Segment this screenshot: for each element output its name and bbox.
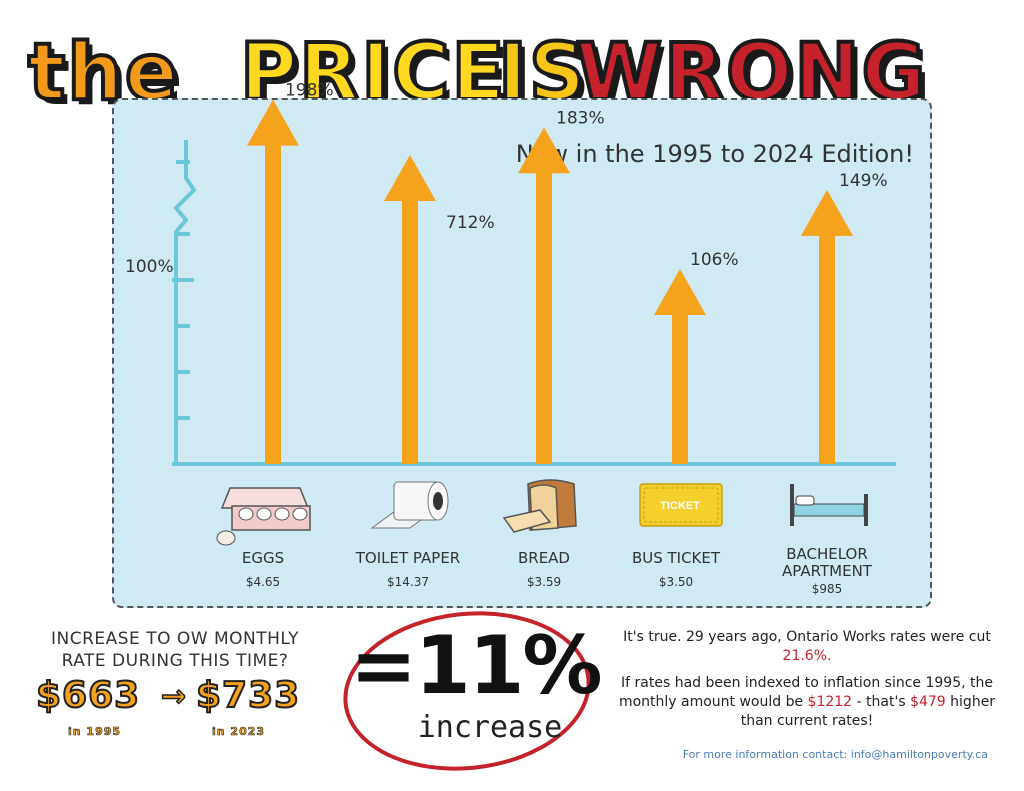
category-label-2: BREAD <box>517 549 570 567</box>
ow-rates: $663 → $733 <box>35 674 326 725</box>
bar-arrow-1 <box>384 155 436 464</box>
bar-value-label-4: 149% <box>839 171 888 191</box>
bus-ticket-icon: TICKET <box>639 483 723 527</box>
big-percentage: =11% <box>350 619 603 712</box>
bar-value-label-2: 183% <box>556 108 605 128</box>
chart-icons: TICKET <box>216 479 868 546</box>
bar-arrow-2 <box>518 127 570 464</box>
arrow-right-icon: → <box>160 678 187 715</box>
explanation-line-2: If rates had been indexed to inflation s… <box>618 675 996 729</box>
category-price-2: $3.59 <box>526 575 562 589</box>
category-price-1: $14.37 <box>387 575 429 589</box>
category-label-1: TOILET PAPER <box>355 549 461 567</box>
category-price-3: $3.50 <box>658 575 694 589</box>
rate-2023: $733 <box>195 674 301 717</box>
bar-arrow-0 <box>247 99 299 465</box>
bar-arrow-4 <box>801 189 853 464</box>
bar-value-label-0: 198% <box>285 81 334 101</box>
bed-icon <box>790 484 868 526</box>
explanation-text: It's true. 29 years ago, Ontario Works r… <box>612 628 1002 739</box>
bar-arrow-3 <box>654 268 706 464</box>
contact-link[interactable]: For more information contact: info@hamil… <box>682 748 988 761</box>
rate-1995: $663 <box>35 674 141 717</box>
increase-word: increase <box>417 710 563 745</box>
chart-bars: 198% 712% 183% 106% 149% <box>247 81 888 465</box>
y-axis <box>173 140 197 464</box>
explanation-line-1: It's true. 29 years ago, Ontario Works r… <box>623 629 991 664</box>
chart-subtitle: Now in the 1995 to 2024 Edition! <box>515 140 914 168</box>
category-label-0: EGGS <box>241 549 285 567</box>
egg-carton-icon <box>216 487 311 546</box>
category-label-3: BUS TICKET <box>631 549 721 567</box>
ticket-text: TICKET <box>660 500 700 512</box>
category-label-4: BACHELOR APARTMENT <box>782 545 872 580</box>
y-reference-label: 100% <box>125 257 174 277</box>
bread-icon <box>502 479 577 533</box>
category-price-4: $985 <box>811 582 843 596</box>
year-2023-label: in 2023 <box>212 725 266 739</box>
toilet-paper-icon <box>370 481 449 529</box>
bar-value-label-3: 106% <box>690 250 739 270</box>
category-price-0: $4.65 <box>245 575 281 589</box>
year-1995-label: in 1995 <box>68 725 122 739</box>
chart-axes: 100% <box>125 140 896 466</box>
bar-value-label-1: 712% <box>446 213 495 233</box>
ow-question: INCREASE TO OW MONTHLY RATE DURING THIS … <box>50 629 299 671</box>
